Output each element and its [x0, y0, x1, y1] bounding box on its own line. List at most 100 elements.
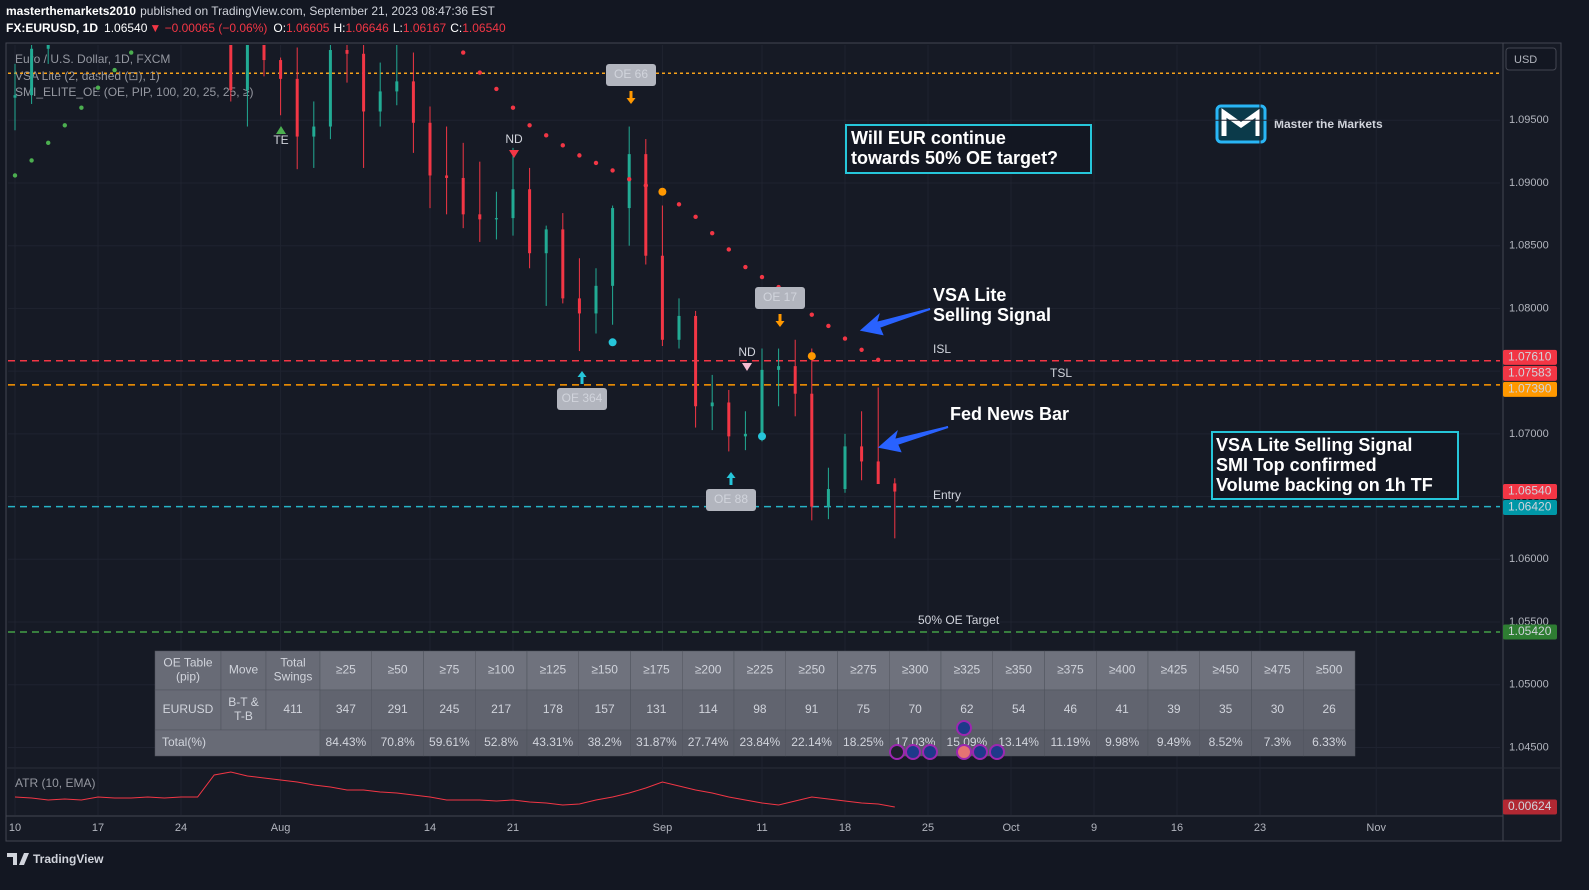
candle-body — [478, 214, 482, 220]
x-tick-label: 11 — [756, 822, 767, 834]
y-tick-label: 1.06000 — [1509, 553, 1549, 565]
table-cell — [220, 689, 267, 731]
table-cell-text: Total — [280, 656, 305, 670]
arrow — [859, 308, 931, 336]
high-label: H: — [333, 21, 345, 35]
marker-dot — [710, 230, 715, 236]
candle-body — [710, 402, 714, 407]
table-cell-text: ≥225 — [747, 663, 774, 677]
table-cell — [1096, 650, 1149, 691]
table-cell-text: 23.84% — [740, 735, 781, 749]
table-cell — [1199, 650, 1252, 691]
marker-dot — [758, 432, 766, 441]
atr-tag-label: 0.00624 — [1508, 799, 1552, 813]
footer-text: TradingView — [33, 852, 104, 866]
table-cell-text: 13.14% — [998, 735, 1039, 749]
low-label: L: — [393, 21, 403, 35]
table-cell — [1044, 689, 1097, 731]
candle-body — [876, 461, 880, 485]
signal-box — [755, 287, 805, 309]
table-cell — [475, 650, 528, 691]
candle-body — [843, 446, 847, 490]
table-cell — [319, 729, 372, 757]
table-cell — [1096, 689, 1149, 731]
table-cell-text: 43.31% — [533, 735, 574, 749]
level-label: Entry — [933, 488, 961, 502]
table-cell-text: ≥125 — [540, 663, 567, 677]
table-cell — [837, 650, 890, 691]
table-cell — [319, 689, 372, 731]
table-cell-text: ≥450 — [1212, 663, 1239, 677]
footer: TradingView — [7, 852, 104, 866]
x-tick-label: 14 — [424, 822, 436, 834]
annotation-text: Selling Signal — [933, 305, 1051, 325]
candle-body — [445, 175, 449, 178]
signal-box — [706, 489, 756, 511]
candle-body — [30, 48, 34, 96]
candle-body — [793, 366, 797, 394]
price-tag-label: 1.07390 — [1508, 382, 1552, 396]
x-tick-label: 10 — [9, 822, 21, 834]
y-tick-label: 1.08500 — [1509, 240, 1549, 252]
candle-body — [295, 78, 299, 137]
marker-dot — [593, 160, 599, 166]
signal-label: ND — [738, 345, 756, 359]
table-cell-text: ≥250 — [798, 663, 825, 677]
candle-body — [245, 45, 249, 91]
table-cell-text: 46 — [1064, 702, 1078, 716]
signal-label: OE 364 — [562, 391, 603, 405]
table-cell — [154, 650, 222, 691]
event-icon — [989, 744, 1005, 760]
candle-body — [810, 393, 814, 507]
event-icon — [922, 744, 938, 760]
marker-dot — [461, 50, 466, 55]
price-tag-label: 1.07583 — [1508, 366, 1552, 380]
table-cell-text: 18.25% — [843, 735, 884, 749]
table-cell-text: Total(%) — [162, 735, 206, 749]
signal-label: ND — [505, 132, 523, 146]
x-tick-label: Nov — [1366, 822, 1386, 834]
candle-body — [411, 81, 415, 123]
table-cell-text: 62 — [960, 702, 974, 716]
price-tag-label: 1.06540 — [1508, 484, 1552, 498]
table-cell-text: ≥75 — [439, 663, 459, 677]
candle-body — [561, 229, 565, 299]
atr-line — [14, 771, 895, 808]
event-icon — [905, 744, 921, 760]
table-cell — [992, 650, 1045, 691]
table-cell-text: 11.19% — [1050, 735, 1090, 749]
high: 1.06646 — [345, 21, 389, 35]
table-cell-text: ≥275 — [850, 663, 877, 677]
plot-area: ISL TSL Entry 50% OE Target — [8, 45, 1500, 633]
table-cell-text: ≥500 — [1316, 663, 1343, 677]
candle-body — [494, 218, 498, 220]
marker-dot — [29, 158, 34, 163]
y-tick-label: 1.04500 — [1509, 741, 1549, 753]
marker-dot — [643, 183, 648, 188]
table-cell — [682, 689, 735, 731]
event-icon — [889, 744, 905, 760]
annotation-text: SMI Top confirmed — [1216, 455, 1377, 475]
table-cell-text: 411 — [283, 702, 302, 716]
signal-label: OE 66 — [614, 67, 648, 81]
table-cell — [1251, 729, 1304, 757]
table-cell-text: 98 — [753, 702, 767, 716]
marker-dot — [544, 133, 549, 138]
footer-logo — [7, 853, 29, 865]
table-cell — [1199, 729, 1252, 757]
signal-box — [606, 64, 656, 86]
annotation-text: VSA Lite — [933, 285, 1006, 305]
table-cell — [940, 650, 993, 691]
candle-body — [13, 95, 17, 98]
table-cell — [578, 650, 631, 691]
price-tag — [1503, 349, 1557, 365]
marker-dot — [726, 247, 731, 252]
table-cell-text: ≥50 — [388, 663, 408, 677]
marker-dot — [112, 67, 117, 73]
table-cell — [526, 729, 579, 757]
x-tick-label: Oct — [1002, 822, 1019, 834]
table-cell — [265, 689, 321, 731]
signal-triangle — [276, 126, 286, 134]
candle-body — [727, 402, 731, 437]
